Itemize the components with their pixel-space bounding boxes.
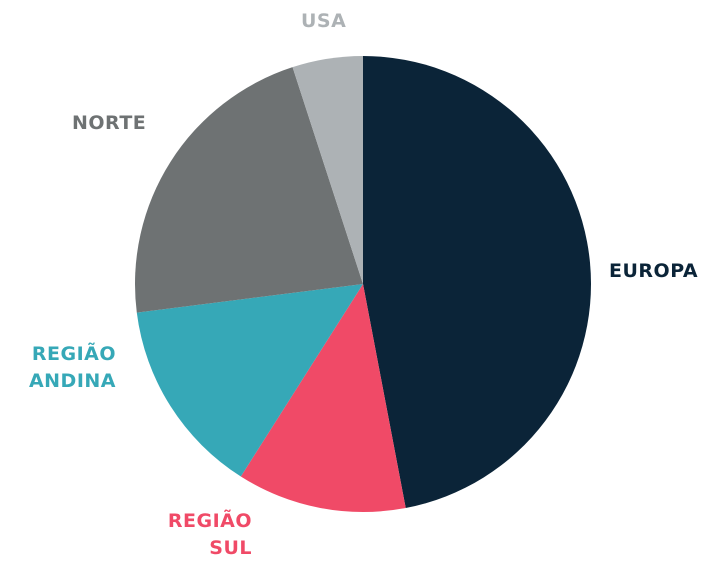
pie-slice bbox=[136, 284, 363, 477]
slice-label: USA bbox=[301, 10, 347, 32]
pie-slice bbox=[363, 56, 591, 508]
slice-label: NORTE bbox=[72, 112, 147, 134]
slice-label: EUROPA bbox=[609, 260, 699, 282]
slice-label: REGIÃO SUL bbox=[167, 510, 252, 559]
pie-slice bbox=[292, 56, 363, 284]
pie-slice bbox=[240, 284, 406, 513]
pie-slice bbox=[135, 67, 363, 313]
slice-label: REGIÃO ANDINA bbox=[28, 343, 116, 392]
